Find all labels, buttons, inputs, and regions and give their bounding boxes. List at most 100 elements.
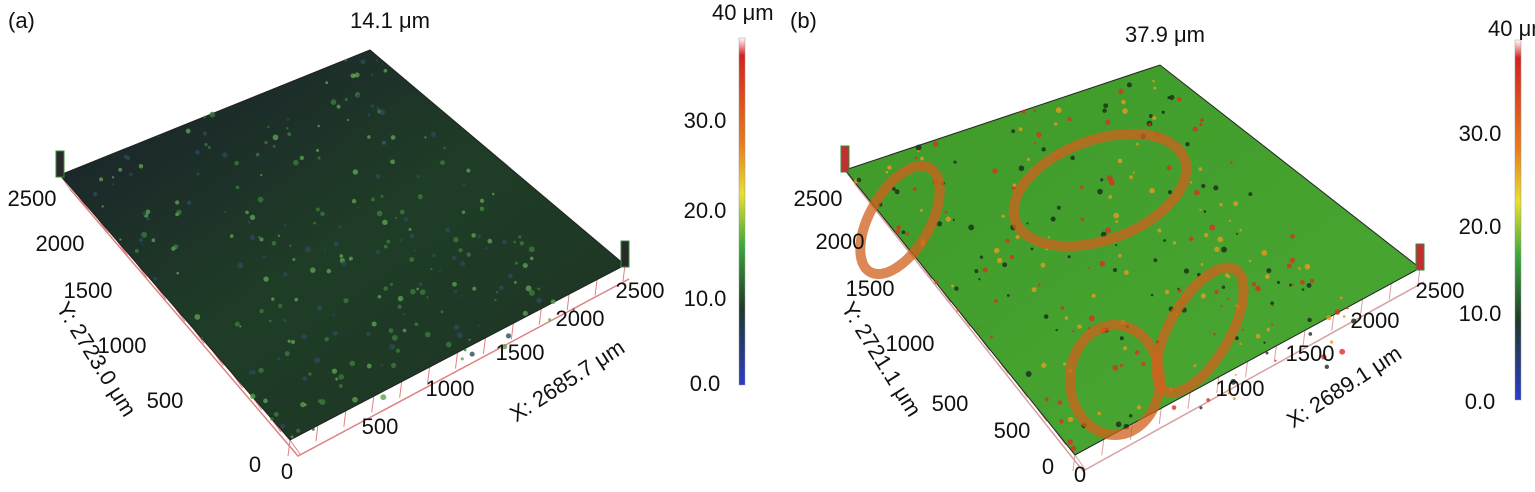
surface-feature	[453, 237, 459, 243]
surface-feature	[885, 170, 889, 174]
surface-feature	[185, 128, 191, 134]
base-grid	[1302, 330, 1306, 347]
surface-feature	[1199, 208, 1202, 211]
surface-feature	[273, 411, 279, 417]
surface-feature	[317, 156, 321, 160]
surface-feature	[367, 113, 371, 117]
surface-feature	[365, 331, 371, 337]
surface-feature	[1299, 280, 1305, 285]
surface-feature	[310, 267, 316, 273]
surface-feature	[349, 360, 356, 367]
surface-feature	[1036, 132, 1042, 138]
surface-feature	[338, 384, 343, 388]
surface-feature	[1157, 228, 1162, 233]
corner-pin	[55, 150, 65, 178]
panel-label: (a)	[8, 8, 35, 33]
x-tick-label: 2500	[616, 278, 665, 303]
surface-feature	[409, 257, 415, 263]
surface-feature	[1339, 296, 1343, 300]
surface-feature	[1041, 147, 1046, 152]
surface-feature	[1241, 329, 1244, 332]
surface-feature	[1129, 175, 1133, 180]
surface-feature	[1067, 117, 1072, 122]
surface-feature	[414, 322, 419, 327]
surface-feature	[1057, 400, 1063, 405]
surface-feature	[1118, 88, 1124, 95]
surface-feature	[451, 255, 457, 261]
surface-feature	[390, 135, 396, 140]
surface-feature	[202, 131, 208, 136]
surface-feature	[1264, 274, 1270, 280]
surface-feature	[1163, 239, 1167, 242]
base-grid	[315, 425, 319, 442]
surface-feature	[1119, 336, 1124, 341]
y-tick-label: 2500	[8, 186, 57, 211]
surface-feature	[1153, 258, 1158, 263]
surface-feature	[1276, 280, 1281, 284]
surface-feature	[1351, 318, 1357, 324]
surface-feature	[271, 297, 275, 301]
surface-feature	[1321, 354, 1327, 360]
surface-feature	[1121, 99, 1126, 105]
surface-feature	[418, 282, 423, 287]
surface-feature	[1261, 250, 1268, 256]
surface-feature	[463, 348, 467, 352]
surface-feature	[934, 280, 939, 285]
surface-feature	[1115, 244, 1118, 247]
surface-feature	[1308, 332, 1313, 336]
surface-feature	[1129, 414, 1133, 418]
surface-feature	[399, 209, 405, 215]
surface-feature	[1251, 282, 1257, 287]
surface-feature	[223, 211, 227, 214]
surface-feature	[399, 238, 403, 242]
surface-feature	[292, 257, 296, 261]
surface-feature	[1152, 79, 1155, 83]
surface-feature	[430, 132, 436, 138]
surface-feature	[1206, 398, 1211, 402]
surface-feature	[416, 287, 419, 291]
surface-feature	[391, 362, 397, 368]
surface-feature	[1230, 378, 1237, 385]
surface-feature	[912, 187, 917, 191]
surface-feature	[419, 289, 426, 295]
surface-feature	[366, 363, 372, 369]
surface-feature	[333, 241, 339, 247]
surface-feature	[1274, 359, 1277, 362]
surface-feature	[466, 168, 471, 173]
surface-feature	[919, 208, 923, 212]
surface-feature	[331, 368, 338, 374]
surface-feature	[1346, 306, 1349, 310]
surface-feature	[1169, 94, 1175, 101]
surface-feature	[1292, 283, 1295, 286]
surface-feature	[529, 256, 534, 261]
surface-feature	[468, 338, 471, 341]
surface-feature	[284, 351, 290, 357]
surface-feature	[1324, 364, 1330, 370]
surface-feature	[979, 255, 984, 259]
surface-feature	[294, 297, 299, 302]
surface-feature	[1053, 122, 1058, 126]
surface-feature	[287, 132, 292, 137]
surface-feature	[299, 155, 304, 161]
surface-feature	[153, 276, 157, 281]
surface-feature	[315, 148, 320, 152]
panel-label: (b)	[790, 8, 817, 33]
surface-feature	[389, 344, 395, 350]
surface-feature	[151, 238, 156, 243]
surface-feature	[311, 427, 315, 431]
surface-feature	[1011, 129, 1016, 134]
surface-feature	[325, 81, 329, 85]
surface-feature	[375, 59, 379, 62]
surface-feature	[380, 194, 384, 198]
y-tick-label: 500	[932, 391, 969, 416]
surface-feature	[1097, 411, 1102, 416]
surface-feature	[330, 99, 337, 105]
surface-feature	[402, 328, 407, 333]
surface-feature	[1219, 202, 1223, 207]
surface-feature	[1015, 235, 1020, 240]
corner-pin	[620, 240, 630, 268]
surface-feature	[289, 244, 292, 247]
surface-feature	[1070, 155, 1075, 161]
base-grid	[1216, 377, 1220, 394]
surface-feature	[1108, 194, 1113, 199]
